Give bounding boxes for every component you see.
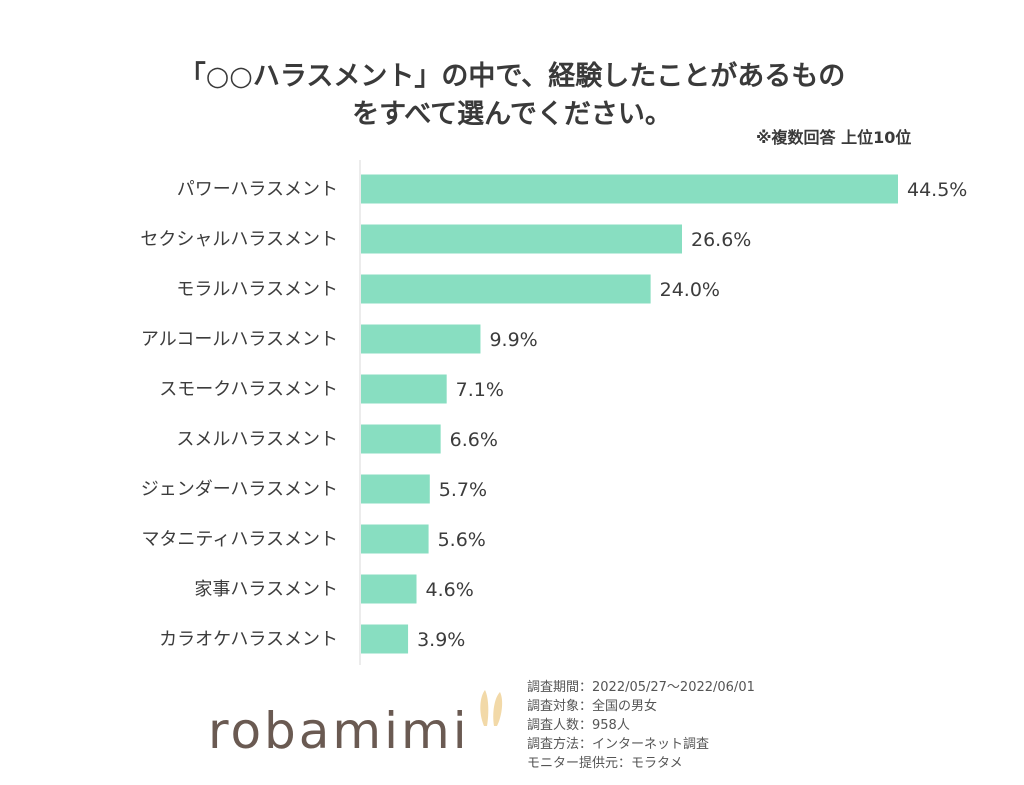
bar bbox=[361, 624, 409, 654]
value-label: 7.1% bbox=[456, 379, 504, 401]
survey-provider: モニター提供元：モラタメ bbox=[527, 756, 683, 771]
value-label: 26.6% bbox=[691, 229, 751, 251]
category-label: スモークハラスメント bbox=[159, 379, 338, 400]
bar bbox=[361, 474, 430, 504]
value-label: 9.9% bbox=[489, 329, 537, 351]
category-label: アルコールハラスメント bbox=[141, 329, 338, 350]
value-label: 44.5% bbox=[907, 179, 967, 201]
bar bbox=[361, 274, 651, 304]
category-label: 家事ハラスメント bbox=[194, 579, 338, 600]
chart-note: ※複数回答 上位10位 bbox=[756, 128, 912, 147]
bar bbox=[361, 424, 441, 454]
survey-method: 調査方法：インターネット調査 bbox=[527, 737, 710, 752]
bar bbox=[361, 524, 429, 554]
value-label: 6.6% bbox=[450, 429, 498, 451]
chart-title: 「○○ハラスメント」の中で、経験したことがあるもの をすべて選んでください。 bbox=[0, 58, 1024, 134]
survey-target: 調査対象：全国の男女 bbox=[527, 699, 658, 714]
category-label: ジェンダーハラスメント bbox=[141, 479, 338, 500]
bar-chart: パワーハラスメント 44.5% セクシャルハラスメント 26.6% モラルハラスメント 2… bbox=[140, 160, 967, 665]
category-label: モラルハラスメント bbox=[176, 279, 338, 300]
category-label: マタニティハラスメント bbox=[141, 529, 338, 550]
bar bbox=[361, 174, 898, 204]
value-label: 4.6% bbox=[426, 579, 474, 601]
value-label: 3.9% bbox=[417, 629, 465, 651]
category-label: パワーハラスメント bbox=[177, 179, 338, 200]
bar bbox=[361, 374, 447, 404]
survey-info: 調査期間：2022/05/27〜2022/06/01 調査対象：全国の男女 調査… bbox=[527, 678, 755, 773]
category-label: スメルハラスメント bbox=[176, 429, 338, 450]
bar bbox=[361, 224, 682, 254]
bar bbox=[361, 324, 481, 354]
logo-ears-icon bbox=[476, 688, 506, 732]
category-label: カラオケハラスメント bbox=[159, 629, 338, 650]
category-label: セクシャルハラスメント bbox=[140, 229, 338, 250]
value-label: 5.7% bbox=[439, 479, 487, 501]
survey-count: 調査人数：958人 bbox=[527, 718, 630, 733]
chart-title-line1: 「○○ハラスメント」の中で、経験したことがあるもの bbox=[178, 61, 846, 92]
value-label: 5.6% bbox=[438, 529, 486, 551]
robamimi-logo: robamimi bbox=[208, 702, 470, 760]
bar bbox=[361, 574, 417, 604]
chart-title-line2: をすべて選んでください。 bbox=[352, 99, 672, 130]
survey-period: 調査期間：2022/05/27〜2022/06/01 bbox=[527, 680, 755, 695]
value-label: 24.0% bbox=[660, 279, 720, 301]
